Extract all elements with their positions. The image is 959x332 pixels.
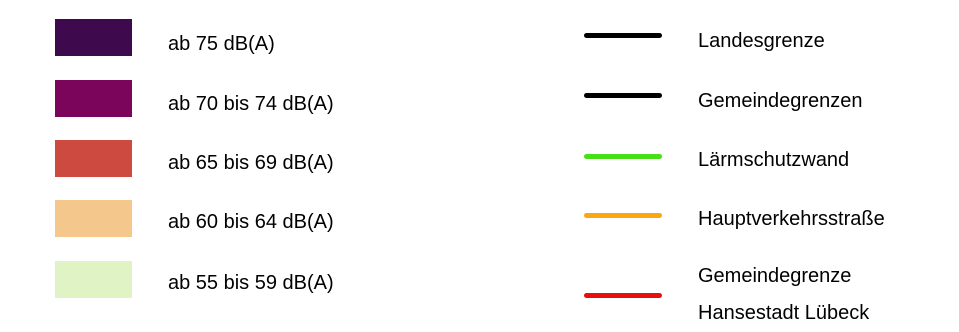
label-laermschutzwand: Lärmschutzwand [698, 149, 850, 171]
swatch-75-db [55, 19, 132, 56]
label-55-59-db: ab 55 bis 59 dB(A) [168, 272, 334, 294]
swatch-55-59-db [55, 261, 132, 298]
label-60-64-db: ab 60 bis 64 dB(A) [168, 211, 334, 233]
label-gemeindegrenze-luebeck: Gemeindegrenze Hansestadt Lübeck [698, 258, 869, 332]
label-gemeindegrenze-line2: Hansestadt Lübeck [698, 302, 870, 324]
swatch-60-64-db [55, 200, 132, 237]
line-landesgrenze [584, 33, 662, 38]
line-gemeindegrenzen [584, 93, 662, 98]
label-75-db: ab 75 dB(A) [168, 33, 275, 55]
label-hauptverkehrsstrasse: Hauptverkehrsstraße [698, 208, 885, 230]
swatch-70-74-db [55, 80, 132, 117]
label-65-69-db: ab 65 bis 69 dB(A) [168, 152, 334, 174]
label-gemeindegrenzen: Gemeindegrenzen [698, 90, 863, 112]
label-gemeindegrenze-line1: Gemeindegrenze [698, 265, 852, 287]
label-landesgrenze: Landesgrenze [698, 30, 825, 52]
line-laermschutzwand [584, 154, 662, 159]
line-gemeindegrenze-luebeck [584, 293, 662, 298]
swatch-65-69-db [55, 140, 132, 177]
label-70-74-db: ab 70 bis 74 dB(A) [168, 93, 334, 115]
line-hauptverkehrsstrasse [584, 213, 662, 218]
